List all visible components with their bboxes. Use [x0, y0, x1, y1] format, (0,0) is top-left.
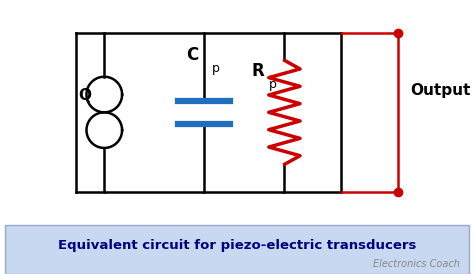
Text: p: p [212, 62, 219, 75]
Text: p: p [269, 78, 276, 92]
Text: R: R [252, 62, 264, 80]
Text: Equivalent circuit for piezo-electric transducers: Equivalent circuit for piezo-electric tr… [58, 239, 416, 252]
Text: Output: Output [410, 83, 470, 98]
FancyBboxPatch shape [5, 225, 469, 274]
Text: Electronics Coach: Electronics Coach [373, 259, 460, 269]
Text: C: C [186, 46, 198, 64]
Text: Q: Q [78, 89, 91, 103]
